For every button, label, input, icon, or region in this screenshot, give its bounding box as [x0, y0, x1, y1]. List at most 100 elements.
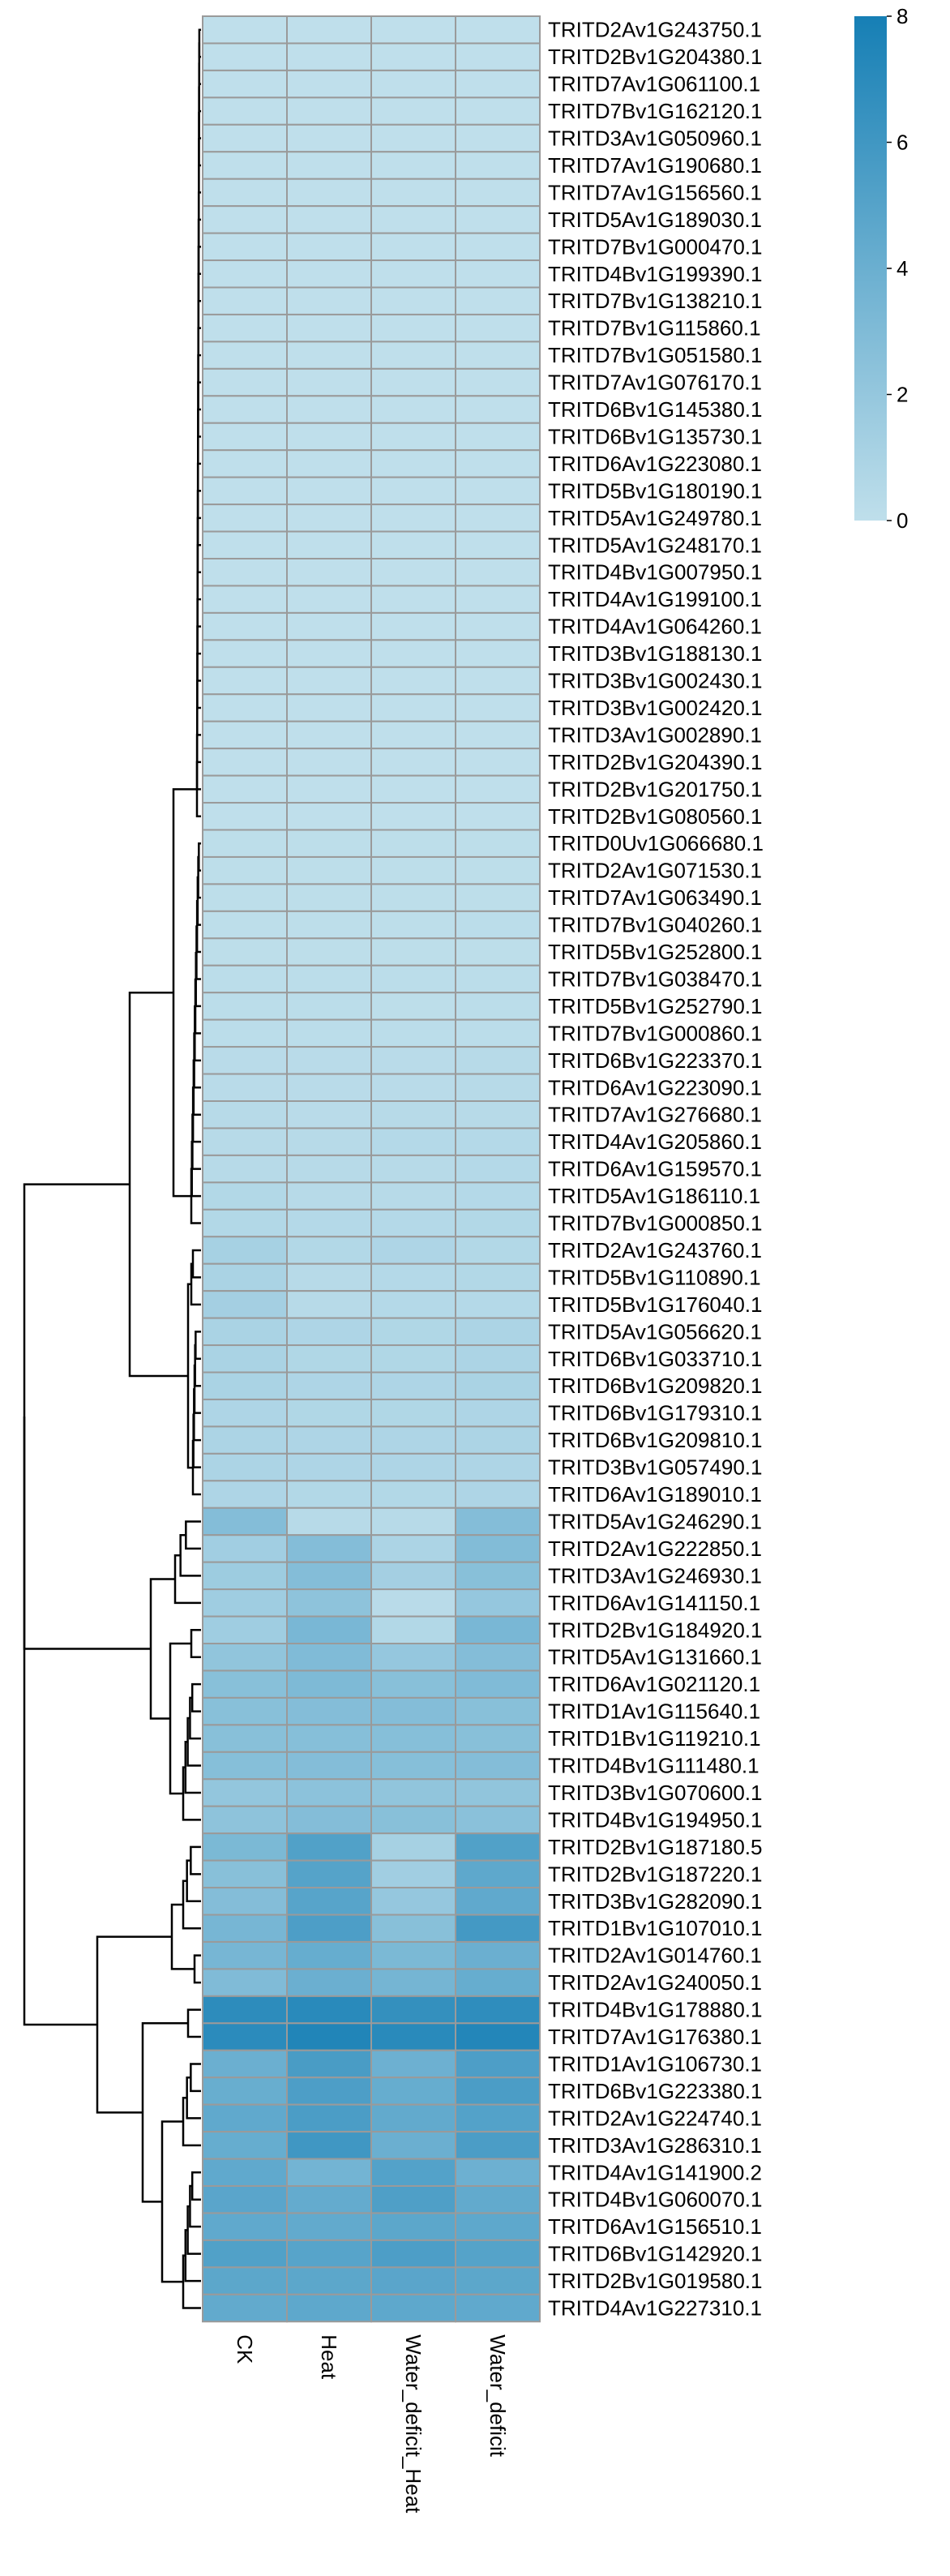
heatmap-cell [202, 367, 288, 397]
heatmap-cell [455, 910, 541, 940]
heatmap-cell [286, 748, 372, 777]
row-label: TRITD5Bv1G252800.1 [548, 940, 762, 964]
heatmap-cell [455, 964, 541, 994]
heatmap-cell [370, 2158, 456, 2188]
heatmap-cell [370, 1317, 456, 1347]
heatmap-cell [286, 1398, 372, 1428]
heatmap-cell [370, 1696, 456, 1726]
heatmap-cell [455, 1507, 541, 1537]
heatmap-cell [455, 367, 541, 397]
heatmap-cell [202, 1696, 288, 1726]
heatmap-cell [202, 1615, 288, 1645]
heatmap-cell [370, 1452, 456, 1482]
heatmap-cell [202, 476, 288, 506]
heatmap-cell [286, 1236, 372, 1265]
heatmap-cell [370, 1262, 456, 1292]
heatmap-cell [202, 2158, 288, 2188]
heatmap-cell [370, 1669, 456, 1699]
heatmap-cell [370, 992, 456, 1021]
heatmap-cell [370, 449, 456, 478]
dendrogram-branch [196, 876, 201, 926]
row-label: TRITD0Uv1G066680.1 [548, 831, 764, 855]
heatmap-cell [286, 1914, 372, 1943]
heatmap-cell [455, 259, 541, 289]
heatmap-cell [455, 395, 541, 424]
heatmap-cell [370, 2239, 456, 2269]
heatmap-cell [455, 341, 541, 370]
heatmap-cell [370, 1046, 456, 1075]
heatmap-cell [370, 2049, 456, 2079]
heatmap-cell [202, 1127, 288, 1156]
heatmap-cell [202, 1073, 288, 1103]
heatmap-cell [455, 1859, 541, 1889]
heatmap-cell [370, 666, 456, 696]
heatmap-cell [370, 2103, 456, 2133]
heatmap-cell [455, 720, 541, 750]
heatmap-cell [202, 2212, 288, 2241]
heatmap-cell [286, 449, 372, 478]
heatmap-cell [455, 286, 541, 315]
heatmap-cell [286, 1181, 372, 1211]
heatmap-cell [202, 1425, 288, 1455]
heatmap-cell [370, 1940, 456, 1970]
heatmap-cell [455, 1181, 541, 1211]
heatmap-cell [370, 2293, 456, 2323]
heatmap-cell [370, 2077, 456, 2106]
heatmap-cell [286, 774, 372, 804]
heatmap-cell [370, 611, 456, 641]
column-label: CK [233, 2334, 257, 2364]
heatmap-cell [202, 422, 288, 452]
heatmap-cell [202, 2185, 288, 2214]
dendrogram-branch [193, 1364, 201, 1414]
heatmap-cell [455, 1371, 541, 1400]
row-label: TRITD1Av1G115640.1 [548, 1699, 760, 1724]
heatmap-cell [370, 693, 456, 722]
row-label: TRITD6Av1G159570.1 [548, 1157, 762, 1181]
row-label: TRITD2Bv1G019580.1 [548, 2269, 762, 2293]
row-label: TRITD4Bv1G178880.1 [548, 1998, 762, 2022]
heatmap-cell [202, 96, 288, 126]
heatmap-cell [286, 2049, 372, 2079]
heatmap-cell [202, 1995, 288, 2025]
heatmap-cell [455, 232, 541, 262]
heatmap-cell [286, 910, 372, 940]
heatmap-cell [370, 42, 456, 71]
heatmap-cell [370, 1534, 456, 1563]
heatmap-cell [202, 992, 288, 1021]
heatmap-cell [455, 449, 541, 478]
heatmap-cell [202, 504, 288, 533]
heatmap-cell [370, 883, 456, 912]
heatmap-cell [455, 2212, 541, 2241]
heatmap-cell [455, 96, 541, 126]
heatmap-cell [202, 1859, 288, 1889]
heatmap-cell [286, 1968, 372, 1997]
row-label: TRITD2Bv1G184920.1 [548, 1618, 762, 1642]
heatmap-cell [455, 855, 541, 885]
row-label: TRITD5Av1G131660.1 [548, 1645, 762, 1669]
heatmap-cell [202, 1262, 288, 1292]
heatmap-cell [370, 802, 456, 831]
heatmap-cell [455, 1262, 541, 1292]
heatmap-cell [370, 1643, 456, 1672]
heatmap-cell [286, 1534, 372, 1563]
heatmap-cell [286, 2131, 372, 2160]
dendrogram-branch [182, 2097, 201, 2147]
heatmap-cell [370, 1425, 456, 1455]
heatmap-cell [202, 449, 288, 478]
heatmap-cell [286, 1995, 372, 2025]
row-label: TRITD4Bv1G111480.1 [548, 1754, 760, 1778]
heatmap-cell [202, 639, 288, 668]
heatmap-cell [286, 69, 372, 99]
dendrogram-branch [196, 462, 201, 520]
heatmap-cell [202, 2239, 288, 2269]
row-labels: TRITD2Av1G243750.1 TRITD2Bv1G204380.1 TRIT… [548, 18, 764, 2321]
heatmap-cell [286, 395, 372, 424]
heatmap-cell [286, 178, 372, 208]
heatmap-cell [370, 1480, 456, 1509]
column-label: Heat [317, 2334, 341, 2380]
heatmap-cell [370, 476, 456, 506]
heatmap-cell [370, 585, 456, 614]
heatmap-cell [202, 910, 288, 940]
heatmap-cell [370, 1968, 456, 1997]
